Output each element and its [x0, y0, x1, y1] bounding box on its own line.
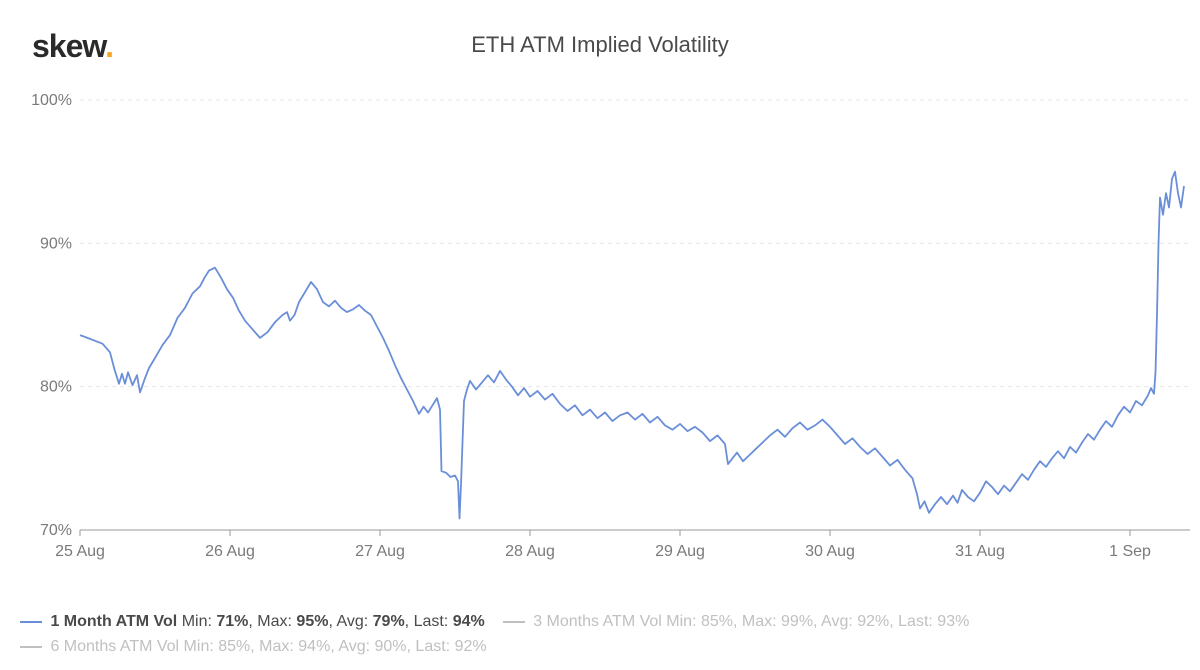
legend-avg: 90% [375, 638, 407, 655]
legend-item[interactable]: 3 Months ATM Vol Min: 85%, Max: 99%, Avg… [503, 613, 970, 630]
legend-last: 94% [453, 613, 485, 630]
legend: 1 Month ATM Vol Min: 71%, Max: 95%, Avg:… [20, 609, 1190, 660]
legend-last: 92% [455, 638, 487, 655]
chart-area: 70% 80% 90% 100% 25 Aug 26 Aug 27 Aug 28 Aug 29 … [20, 90, 1190, 585]
series-line-0 [80, 172, 1184, 519]
legend-item[interactable]: 1 Month ATM Vol Min: 71%, Max: 95%, Avg:… [20, 613, 485, 630]
legend-min: 85% [701, 613, 733, 630]
legend-max: 99% [781, 613, 813, 630]
x-tick-label: 25 Aug [55, 543, 105, 560]
chart-title: ETH ATM Implied Volatility [0, 32, 1200, 58]
legend-series-name: 3 Months ATM Vol [533, 613, 662, 630]
legend-swatch [503, 621, 525, 623]
legend-min: 71% [216, 613, 248, 630]
legend-swatch [20, 646, 42, 648]
y-tick-label: 90% [40, 235, 72, 252]
x-tick-label: 28 Aug [505, 543, 555, 560]
legend-last: 93% [937, 613, 969, 630]
legend-max: 95% [296, 613, 328, 630]
x-tick-label: 1 Sep [1109, 543, 1151, 560]
y-tick-label: 80% [40, 379, 72, 396]
x-tick-label: 27 Aug [355, 543, 405, 560]
x-tick-label: 31 Aug [955, 543, 1005, 560]
legend-avg: 92% [857, 613, 889, 630]
chart-svg: 70% 80% 90% 100% 25 Aug 26 Aug 27 Aug 28 Aug 29 … [20, 90, 1190, 585]
legend-series-name: 1 Month ATM Vol [50, 613, 177, 630]
x-tick-label: 26 Aug [205, 543, 255, 560]
y-tick-label: 100% [31, 92, 72, 109]
legend-max: 94% [298, 638, 330, 655]
y-tick-label: 70% [40, 522, 72, 539]
legend-min: 85% [218, 638, 250, 655]
legend-series-name: 6 Months ATM Vol [50, 638, 179, 655]
x-tick-label: 30 Aug [805, 543, 855, 560]
legend-item[interactable]: 6 Months ATM Vol Min: 85%, Max: 94%, Avg… [20, 638, 487, 655]
legend-avg: 79% [373, 613, 405, 630]
x-tick-label: 29 Aug [655, 543, 705, 560]
legend-swatch [20, 621, 42, 623]
